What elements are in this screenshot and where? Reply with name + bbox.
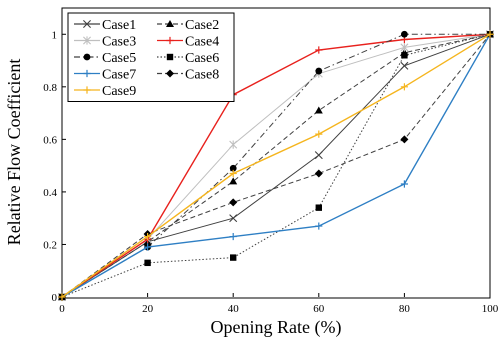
series-line — [61, 33, 491, 298]
series-line — [61, 33, 491, 298]
data-point — [400, 135, 409, 144]
y-tick-label: 0.8 — [43, 82, 57, 94]
legend-item: Case4 — [157, 35, 219, 50]
data-point — [315, 222, 323, 230]
data-point — [314, 151, 323, 160]
data-point — [229, 232, 237, 241]
data-point — [229, 169, 237, 178]
legend-item: Case8 — [157, 68, 219, 83]
legend-marker — [83, 53, 91, 61]
x-tick-label: 20 — [142, 303, 154, 315]
series-line — [61, 33, 491, 298]
data-point — [230, 254, 237, 261]
data-point — [315, 67, 323, 75]
legend-box — [67, 12, 235, 102]
legend-marker — [83, 20, 91, 28]
legend-label: Case1 — [102, 18, 136, 33]
data-point — [144, 232, 152, 241]
data-point — [229, 164, 237, 172]
data-point — [314, 169, 323, 178]
legend-marker — [166, 36, 174, 45]
legend-item: Case3 — [74, 35, 136, 50]
x-axis-ticks: 0 20 40 60 80 100 — [59, 293, 499, 315]
data-point — [315, 46, 323, 54]
y-axis-title: Relative Flow Coefficient — [4, 59, 24, 246]
legend-item: Case1 — [74, 18, 136, 33]
x-tick-label: 100 — [482, 303, 499, 315]
x-tick-label: 0 — [59, 303, 65, 315]
data-point — [486, 30, 494, 38]
legend-marker — [166, 20, 174, 27]
legend-marker — [166, 69, 174, 78]
series-line — [61, 33, 491, 298]
data-point — [58, 293, 66, 301]
legend-item: Case6 — [157, 51, 219, 66]
data-point — [315, 204, 322, 211]
legend-label: Case3 — [102, 35, 136, 50]
legend-item: Case9 — [74, 84, 136, 99]
legend-label: Case7 — [102, 68, 136, 83]
series-layer — [58, 30, 494, 302]
legend-label: Case9 — [102, 84, 136, 99]
data-point — [400, 61, 409, 70]
y-tick-label: 0.2 — [43, 239, 57, 251]
legend-marker — [83, 69, 91, 78]
x-tick-label: 40 — [228, 303, 240, 315]
x-tick-label: 60 — [313, 303, 325, 315]
data-point — [315, 130, 323, 138]
data-point — [144, 259, 151, 267]
y-tick-label: 0.4 — [43, 187, 57, 199]
series-case9 — [58, 30, 494, 301]
data-point — [401, 30, 408, 38]
legend-item: Case2 — [157, 18, 219, 33]
data-point — [144, 243, 152, 251]
legend-label: Case8 — [185, 68, 219, 83]
legend-item: Case7 — [74, 68, 136, 83]
data-point — [314, 106, 323, 114]
y-tick-label: 1 — [52, 29, 58, 41]
data-point — [400, 83, 408, 91]
data-point — [229, 214, 238, 223]
data-point — [401, 52, 408, 59]
y-axis-ticks: 0 0.2 0.4 0.6 0.8 1 — [43, 29, 66, 304]
data-point — [229, 177, 238, 185]
data-point — [400, 180, 408, 188]
legend-item: Case5 — [74, 51, 136, 66]
legend-marker — [83, 36, 91, 45]
legend-label: Case5 — [102, 51, 136, 66]
data-point — [229, 198, 238, 207]
legend-marker — [83, 86, 91, 94]
y-tick-label: 0 — [52, 292, 58, 304]
data-point — [400, 43, 409, 52]
legend-label: Case2 — [185, 18, 219, 33]
y-tick-label: 0.6 — [43, 134, 57, 146]
legend-marker — [166, 53, 174, 61]
legend-label: Case6 — [185, 51, 219, 66]
x-axis-title: Opening Rate (%) — [211, 317, 342, 338]
legend: Case1 Case2 Case3 Case4 Case5 Case6 Case7 Case8… — [67, 12, 235, 102]
series-line — [61, 33, 491, 298]
series-line — [61, 33, 491, 298]
legend-label: Case4 — [185, 35, 219, 50]
data-point — [229, 140, 238, 149]
x-tick-label: 80 — [399, 303, 411, 315]
